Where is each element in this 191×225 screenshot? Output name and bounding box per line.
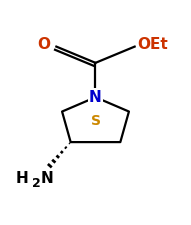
Text: N: N (41, 171, 54, 186)
Text: H: H (15, 171, 28, 186)
Text: S: S (91, 114, 101, 128)
Text: 2: 2 (32, 177, 40, 190)
Text: OEt: OEt (138, 37, 168, 52)
Text: O: O (38, 37, 51, 52)
Text: N: N (89, 90, 102, 105)
